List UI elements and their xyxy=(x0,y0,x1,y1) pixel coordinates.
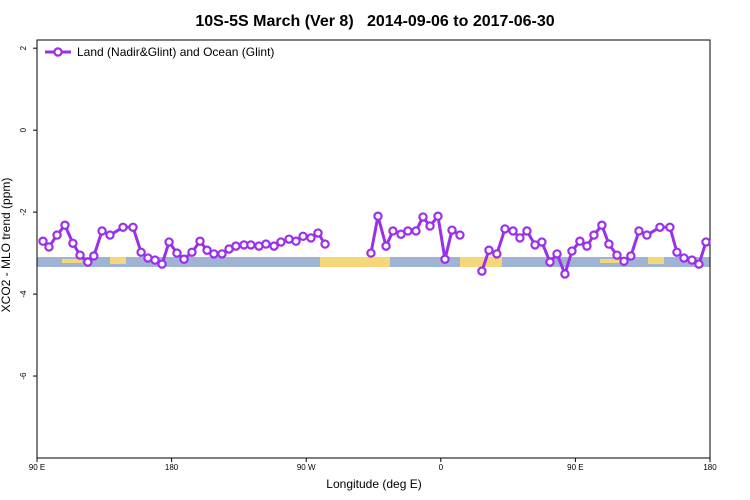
x-axis-label: Longitude (deg E) xyxy=(326,477,421,491)
data-point xyxy=(515,233,525,243)
data-point xyxy=(687,255,697,265)
map-strip xyxy=(37,257,710,267)
legend-marker xyxy=(53,47,63,57)
y-tick-label: -6 xyxy=(19,372,28,380)
data-point xyxy=(612,250,622,260)
legend-label: Land (Nadir&Glint) and Ocean (Glint) xyxy=(77,45,274,59)
data-point xyxy=(575,236,585,246)
data-point xyxy=(44,242,54,252)
data-point xyxy=(128,222,138,232)
data-point xyxy=(97,226,107,236)
x-tick-label: 180 xyxy=(165,463,179,472)
x-tick-label: 0 xyxy=(439,463,444,472)
data-point xyxy=(83,257,93,267)
data-point xyxy=(60,220,70,230)
data-point xyxy=(38,236,48,246)
data-point xyxy=(560,269,570,279)
data-point xyxy=(246,240,256,250)
x-tick-label: 90 E xyxy=(29,463,45,472)
data-point xyxy=(52,230,62,240)
data-point xyxy=(195,236,205,246)
data-point xyxy=(701,237,711,247)
data-point xyxy=(313,228,323,238)
y-tick-label: 0 xyxy=(19,127,28,132)
plot-frame xyxy=(36,39,711,459)
data-point xyxy=(642,230,652,240)
data-point xyxy=(455,230,465,240)
y-tick-label: -2 xyxy=(19,208,28,216)
data-point xyxy=(545,257,555,267)
data-point xyxy=(492,249,502,259)
data-point xyxy=(306,233,316,243)
data-point xyxy=(477,266,487,276)
data-point xyxy=(164,237,174,247)
data-point xyxy=(187,247,197,257)
data-point xyxy=(589,230,599,240)
data-point xyxy=(366,248,376,258)
data-point xyxy=(231,241,241,251)
data-point xyxy=(418,212,428,222)
data-point xyxy=(388,226,398,236)
data-point xyxy=(508,226,518,236)
data-point xyxy=(276,237,286,247)
data-point xyxy=(604,239,614,249)
data-point xyxy=(75,250,85,260)
data-point xyxy=(179,254,189,264)
data-point xyxy=(320,239,330,249)
data-point xyxy=(440,254,450,264)
data-point xyxy=(679,253,689,263)
data-point xyxy=(403,226,413,236)
data-point xyxy=(552,249,562,259)
y-tick-label: 2 xyxy=(19,45,28,50)
data-point xyxy=(634,226,644,236)
data-point xyxy=(619,256,629,266)
y-axis-label: XCO2 - MLO trend (ppm) xyxy=(0,178,13,313)
data-point xyxy=(500,224,510,234)
data-point xyxy=(567,246,577,256)
data-point xyxy=(626,251,636,261)
data-point xyxy=(202,245,212,255)
data-point xyxy=(411,226,421,236)
data-point xyxy=(433,211,443,221)
x-tick-label: 90 E xyxy=(567,463,583,472)
data-point xyxy=(136,247,146,257)
data-point xyxy=(665,222,675,232)
chart-title: 10S-5S March (Ver 8) 2014-09-06 to 2017-… xyxy=(195,13,554,30)
data-point xyxy=(172,248,182,258)
data-point xyxy=(672,247,682,257)
data-point xyxy=(655,222,665,232)
data-point xyxy=(447,225,457,235)
data-point xyxy=(105,230,115,240)
data-point xyxy=(261,239,271,249)
y-tick-label: -4 xyxy=(19,290,28,298)
data-point xyxy=(150,255,160,265)
data-point xyxy=(582,241,592,251)
data-point xyxy=(381,241,391,251)
data-point xyxy=(68,238,78,248)
x-tick-label: 180 xyxy=(703,463,717,472)
data-point xyxy=(209,249,219,259)
data-point xyxy=(269,241,279,251)
data-point xyxy=(484,245,494,255)
data-point xyxy=(298,231,308,241)
data-point xyxy=(694,259,704,269)
data-point xyxy=(291,236,301,246)
data-point xyxy=(118,222,128,232)
data-point xyxy=(597,220,607,230)
data-point xyxy=(89,251,99,261)
data-point xyxy=(522,226,532,236)
x-tick-label: 90 W xyxy=(297,463,316,472)
data-point xyxy=(217,249,227,259)
data-point xyxy=(157,259,167,269)
data-point xyxy=(425,221,435,231)
data-point xyxy=(373,211,383,221)
data-point xyxy=(537,237,547,247)
